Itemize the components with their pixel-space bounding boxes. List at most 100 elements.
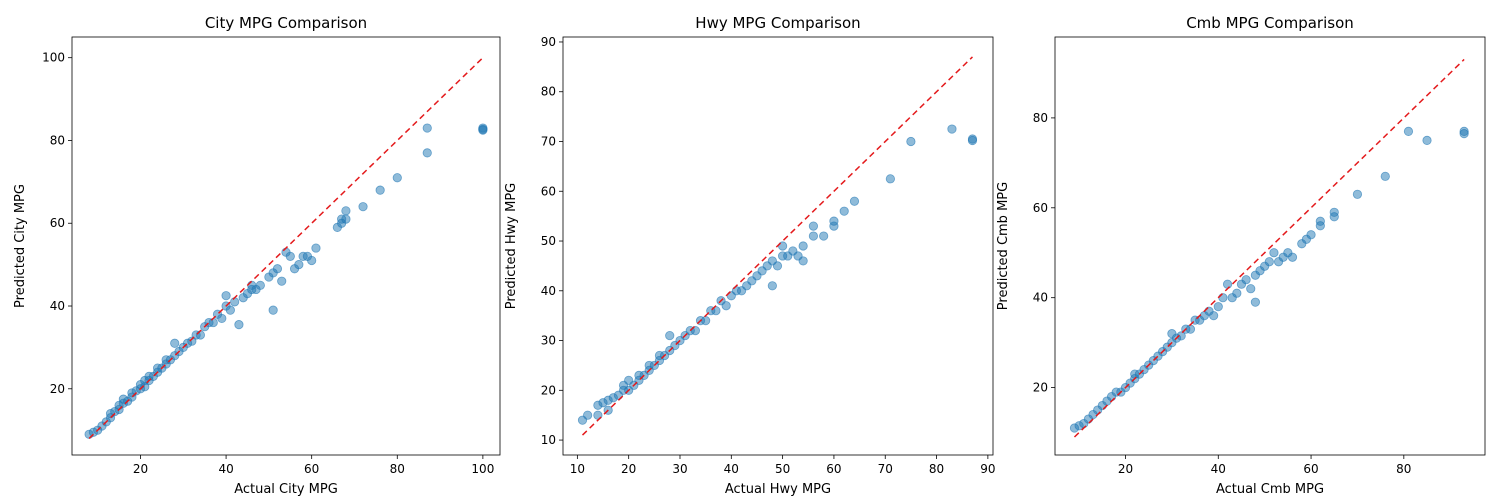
data-point xyxy=(1209,311,1219,321)
data-point xyxy=(478,124,488,134)
x-tick-label: 60 xyxy=(1303,462,1318,476)
chart-title: Hwy MPG Comparison xyxy=(695,14,860,32)
data-point xyxy=(1176,331,1186,341)
data-point xyxy=(1213,302,1223,312)
data-point xyxy=(1287,252,1298,262)
data-point xyxy=(665,330,675,341)
chart-panel-2: 10 20 30 40 50 60 70 80 90 10 20 30 40 50 60 70 80 90 Hwy … xyxy=(504,14,996,497)
y-axis-label: Predicted Hwy MPG xyxy=(504,183,519,310)
data-point xyxy=(1185,324,1196,334)
data-point xyxy=(1422,135,1432,145)
x-tick-label: 80 xyxy=(390,462,405,476)
data-point xyxy=(195,330,205,340)
data-point xyxy=(1264,257,1274,267)
x-tick-label: 70 xyxy=(878,462,893,476)
chart-panel-3: 20 40 60 80 20 40 60 80 Cmb MPG Comparison Actual… xyxy=(996,14,1486,497)
data-point xyxy=(819,231,829,241)
ideal-fit-line xyxy=(88,57,484,439)
data-point xyxy=(268,305,278,315)
x-tick-label: 20 xyxy=(621,462,636,476)
y-tick-label: 60 xyxy=(1033,201,1048,215)
data-point xyxy=(1352,189,1363,199)
x-axis-label: Actual Cmb MPG xyxy=(1216,482,1324,497)
data-point xyxy=(583,410,593,420)
y-tick-label: 30 xyxy=(541,334,556,348)
x-tick-label: 40 xyxy=(724,462,739,476)
data-point xyxy=(1459,129,1469,139)
y-tick-label: 40 xyxy=(1033,291,1048,305)
data-point xyxy=(798,241,808,251)
data-point xyxy=(767,281,777,291)
y-tick-label: 40 xyxy=(541,284,556,298)
y-tick-label: 90 xyxy=(541,35,556,49)
ideal-fit-line xyxy=(581,56,973,436)
x-tick-label: 60 xyxy=(826,462,841,476)
y-tick-label: 40 xyxy=(50,299,65,313)
data-point xyxy=(1380,171,1390,181)
x-tick-label: 100 xyxy=(471,462,494,476)
data-point xyxy=(1315,216,1325,226)
data-point xyxy=(721,301,731,311)
y-tick-label: 80 xyxy=(541,85,556,99)
x-tick-label: 40 xyxy=(218,462,233,476)
x-tick-label: 30 xyxy=(672,462,687,476)
y-axis-label: Predicted City MPG xyxy=(13,184,28,308)
data-point xyxy=(341,206,351,216)
data-point xyxy=(307,255,317,266)
data-point xyxy=(1222,279,1233,289)
chart-title: Cmb MPG Comparison xyxy=(1186,14,1354,32)
x-tick-label: 80 xyxy=(929,462,944,476)
data-point xyxy=(294,260,304,270)
data-point xyxy=(221,291,231,301)
data-point xyxy=(808,231,819,241)
x-axis-label: Actual City MPG xyxy=(234,482,338,497)
data-point xyxy=(422,123,432,133)
data-point xyxy=(906,136,916,147)
data-point xyxy=(208,317,218,328)
data-point xyxy=(170,338,180,348)
x-tick-label: 90 xyxy=(980,462,995,476)
data-point xyxy=(375,185,385,195)
x-tick-label: 20 xyxy=(133,462,148,476)
y-tick-label: 20 xyxy=(541,383,556,397)
data-point xyxy=(187,336,197,346)
plot-frame xyxy=(71,36,501,456)
data-point xyxy=(277,276,287,286)
data-point xyxy=(392,173,402,183)
x-tick-label: 40 xyxy=(1211,462,1226,476)
data-point xyxy=(255,280,265,290)
data-point xyxy=(311,243,321,253)
x-tick-label: 20 xyxy=(1118,462,1133,476)
data-point xyxy=(422,148,432,158)
data-point xyxy=(839,206,849,216)
data-point xyxy=(230,297,240,307)
y-axis-label: Predicted Cmb MPG xyxy=(996,182,1011,310)
data-point xyxy=(701,316,711,326)
ideal-fit-line xyxy=(1073,58,1465,438)
data-point xyxy=(885,174,895,184)
y-tick-label: 60 xyxy=(50,216,65,230)
y-tick-label: 70 xyxy=(541,135,556,149)
data-point xyxy=(967,135,978,146)
data-point xyxy=(849,196,860,206)
data-point xyxy=(358,202,368,212)
x-tick-label: 50 xyxy=(775,462,790,476)
y-tick-label: 20 xyxy=(1033,381,1048,395)
data-point xyxy=(1329,212,1339,222)
data-point xyxy=(1306,230,1316,240)
plot-frame xyxy=(562,36,994,456)
data-point xyxy=(234,320,244,330)
data-point xyxy=(341,214,351,224)
data-point xyxy=(808,221,819,231)
data-point xyxy=(217,313,227,324)
data-point xyxy=(1218,293,1228,303)
data-point xyxy=(225,305,235,315)
data-point xyxy=(1250,297,1260,307)
data-point xyxy=(272,264,283,274)
x-tick-label: 80 xyxy=(1396,462,1411,476)
x-tick-label: 60 xyxy=(304,462,319,476)
y-tick-label: 100 xyxy=(42,51,65,65)
data-point xyxy=(1232,288,1242,298)
data-point xyxy=(772,261,783,271)
data-point xyxy=(1241,275,1251,285)
